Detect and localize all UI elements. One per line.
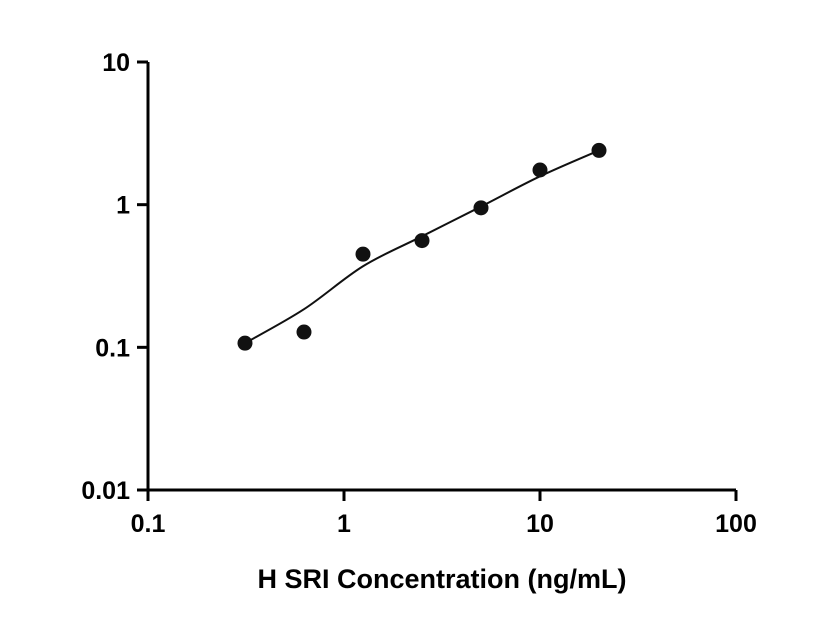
data-point xyxy=(355,246,371,262)
x-tick-label: 1 xyxy=(337,510,351,538)
x-tick-label: 0.1 xyxy=(131,510,166,538)
data-point xyxy=(296,324,312,340)
x-tick-label: 100 xyxy=(715,510,757,538)
series-layer xyxy=(237,142,607,351)
x-tick-label: 10 xyxy=(526,510,554,538)
y-tick-label: 0.01 xyxy=(81,477,130,505)
data-point xyxy=(591,142,607,158)
data-point xyxy=(473,200,489,216)
axis-spines xyxy=(146,62,736,492)
y-tick-label: 1 xyxy=(116,192,130,220)
x-axis-title: H SRI Concentration (ng/mL) xyxy=(258,564,627,594)
axes-layer xyxy=(146,62,736,492)
y-tick-label: 0.1 xyxy=(95,334,130,362)
data-point xyxy=(237,335,253,351)
data-point xyxy=(532,162,548,178)
y-tick-label: 10 xyxy=(102,49,130,77)
data-point xyxy=(414,233,430,249)
